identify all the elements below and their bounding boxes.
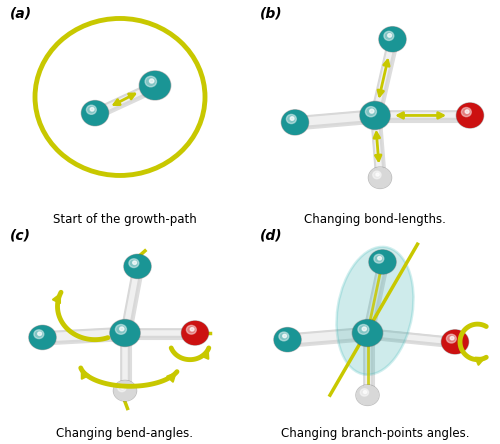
Text: Changing branch-points angles.: Changing branch-points angles. (281, 427, 469, 440)
Circle shape (150, 79, 154, 83)
Circle shape (182, 321, 208, 345)
Circle shape (186, 325, 196, 334)
Circle shape (282, 110, 308, 135)
Circle shape (352, 320, 382, 346)
Circle shape (368, 167, 392, 188)
Circle shape (38, 332, 42, 336)
Circle shape (90, 107, 94, 111)
Circle shape (356, 385, 378, 405)
Circle shape (282, 334, 286, 338)
Circle shape (34, 330, 44, 339)
Text: (d): (d) (260, 229, 282, 243)
Circle shape (360, 101, 390, 130)
Circle shape (360, 388, 368, 396)
Circle shape (282, 111, 308, 135)
Circle shape (374, 254, 384, 263)
Circle shape (370, 250, 396, 274)
Circle shape (370, 109, 374, 113)
Circle shape (30, 326, 56, 349)
Circle shape (442, 330, 468, 354)
Circle shape (366, 107, 376, 117)
Ellipse shape (336, 247, 413, 375)
Circle shape (364, 391, 366, 393)
Circle shape (290, 117, 294, 120)
Circle shape (372, 171, 381, 179)
Circle shape (82, 101, 108, 125)
Circle shape (465, 110, 469, 113)
Circle shape (140, 71, 170, 99)
Circle shape (182, 321, 208, 345)
Circle shape (462, 107, 471, 117)
Circle shape (353, 320, 382, 346)
Circle shape (121, 386, 124, 389)
Circle shape (358, 325, 369, 334)
Circle shape (82, 100, 108, 126)
Circle shape (139, 71, 171, 100)
Circle shape (145, 76, 156, 87)
Circle shape (129, 259, 139, 268)
Circle shape (116, 325, 126, 334)
Circle shape (86, 105, 97, 115)
Circle shape (369, 250, 396, 274)
Circle shape (274, 328, 301, 352)
Circle shape (132, 261, 136, 265)
Circle shape (379, 27, 406, 52)
Circle shape (124, 255, 150, 278)
Circle shape (29, 325, 56, 349)
Circle shape (124, 254, 151, 278)
Text: Changing bond-lengths.: Changing bond-lengths. (304, 213, 446, 226)
Circle shape (114, 381, 136, 400)
Circle shape (456, 103, 483, 128)
Text: Start of the growth-path: Start of the growth-path (53, 213, 197, 226)
Text: (c): (c) (10, 229, 31, 243)
Circle shape (442, 330, 468, 353)
Circle shape (274, 328, 300, 351)
Circle shape (362, 327, 366, 331)
Circle shape (118, 384, 126, 392)
Circle shape (279, 332, 289, 341)
Text: (a): (a) (10, 7, 32, 21)
Circle shape (190, 328, 194, 331)
Circle shape (450, 337, 454, 340)
Circle shape (380, 27, 406, 51)
Circle shape (378, 257, 382, 260)
Circle shape (286, 115, 296, 123)
Circle shape (376, 173, 379, 176)
Circle shape (356, 385, 379, 405)
Circle shape (369, 168, 391, 188)
Circle shape (114, 381, 136, 401)
Circle shape (110, 320, 140, 346)
Circle shape (110, 320, 140, 346)
Text: Changing bend-angles.: Changing bend-angles. (56, 427, 194, 440)
Circle shape (446, 334, 456, 343)
Circle shape (384, 32, 394, 40)
Text: (b): (b) (260, 7, 282, 21)
Circle shape (457, 103, 483, 127)
Circle shape (388, 34, 392, 37)
Circle shape (360, 102, 390, 129)
Circle shape (120, 327, 124, 331)
